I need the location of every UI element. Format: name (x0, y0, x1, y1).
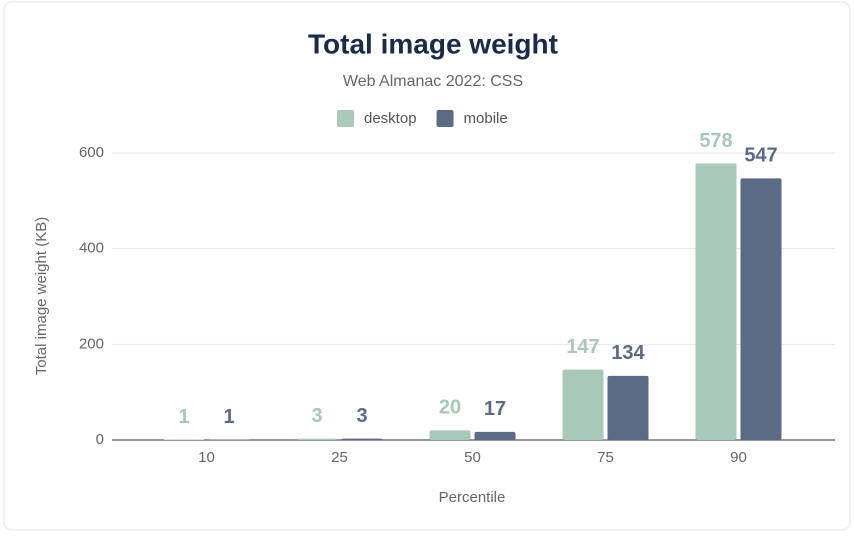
bar (563, 370, 604, 440)
bar (297, 439, 338, 440)
y-tick-label: 600 (79, 144, 104, 161)
data-label: 17 (484, 398, 506, 420)
legend-label: desktop (364, 110, 417, 127)
y-tick-label: 200 (79, 335, 104, 352)
data-label: 3 (356, 405, 367, 427)
x-tick-label: 75 (597, 449, 614, 466)
bar (475, 432, 516, 440)
x-axis-label: Percentile (439, 489, 506, 506)
data-label: 147 (566, 336, 599, 358)
x-tick-label: 50 (464, 449, 481, 466)
bar (342, 439, 383, 440)
data-label: 3 (311, 405, 322, 427)
bar (430, 430, 471, 440)
data-label: 578 (699, 130, 732, 152)
bar (741, 178, 782, 440)
x-tick-label: 25 (331, 449, 348, 466)
x-tick-label: 10 (198, 449, 215, 466)
y-axis-label: Total image weight (KB) (33, 217, 50, 375)
y-tick-label: 400 (79, 240, 104, 257)
legend-swatch (437, 110, 454, 127)
bar (696, 164, 737, 440)
bar (608, 376, 649, 440)
chart-title: Total image weight (308, 28, 558, 59)
data-label: 20 (439, 397, 461, 419)
legend-swatch (337, 110, 354, 127)
data-label: 1 (223, 406, 234, 428)
data-label: 547 (744, 145, 777, 167)
y-tick-label: 0 (96, 431, 104, 448)
legend-label: mobile (464, 110, 508, 127)
data-label: 134 (611, 342, 645, 364)
data-label: 1 (178, 406, 189, 428)
chart-subtitle: Web Almanac 2022: CSS (343, 73, 523, 90)
x-tick-label: 90 (730, 449, 747, 466)
